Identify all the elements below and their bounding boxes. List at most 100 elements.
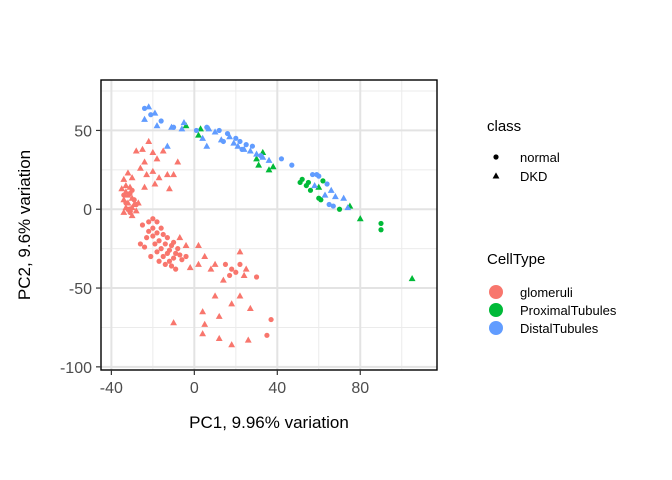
point-glomeruli-normal <box>154 230 160 236</box>
point-glomeruli-dkd <box>139 145 146 152</box>
point-distaltubules-dkd <box>178 125 186 132</box>
point-glomeruli-normal <box>137 241 144 247</box>
point-glomeruli-dkd <box>143 170 151 178</box>
point-distaltubules-dkd <box>321 191 329 198</box>
point-proximaltubules-dkd <box>255 161 263 168</box>
point-distaltubules-dkd <box>203 142 211 149</box>
point-glomeruli-dkd <box>163 170 171 178</box>
point-glomeruli-normal <box>141 244 148 250</box>
point-glomeruli-dkd <box>151 180 159 187</box>
point-distaltubules-dkd <box>344 204 352 211</box>
point-glomeruli-normal <box>156 238 162 244</box>
point-distaltubules-dkd <box>246 147 254 154</box>
point-distaltubules-normal <box>258 153 264 159</box>
legend-label-distaltubules: DistalTubules <box>520 321 599 336</box>
y-tick-label: 0 <box>83 202 92 219</box>
point-glomeruli-dkd <box>118 185 126 192</box>
legend-key-glomeruli <box>489 285 503 299</box>
point-proximaltubules-dkd <box>356 215 364 222</box>
point-distaltubules-normal <box>141 105 148 111</box>
point-glomeruli-dkd <box>228 300 236 307</box>
point-glomeruli-normal <box>173 250 179 256</box>
point-distaltubules-normal <box>233 135 239 141</box>
point-glomeruli-normal <box>158 225 164 231</box>
point-glomeruli-normal <box>131 197 137 203</box>
point-glomeruli-normal <box>160 231 166 238</box>
point-glomeruli-normal <box>164 235 170 241</box>
point-glomeruli-dkd <box>211 260 219 267</box>
point-glomeruli-normal <box>139 222 146 228</box>
point-distaltubules-dkd <box>141 115 148 122</box>
point-distaltubules-normal <box>314 171 320 178</box>
y-tick-label: -100 <box>60 360 92 377</box>
point-glomeruli-normal <box>237 261 243 268</box>
point-proximaltubules-dkd <box>269 163 277 170</box>
legend-key-proximaltubules <box>489 303 503 317</box>
point-glomeruli-dkd <box>132 207 140 214</box>
point-glomeruli-normal <box>154 219 160 225</box>
point-glomeruli-normal <box>226 272 233 279</box>
x-tick-label: 80 <box>351 380 369 397</box>
point-proximaltubules-dkd <box>265 166 273 173</box>
point-distaltubules-normal <box>289 162 295 168</box>
point-proximaltubules-dkd <box>315 183 323 190</box>
point-glomeruli-dkd <box>155 174 163 181</box>
point-glomeruli-normal <box>150 225 156 231</box>
point-distaltubules-normal <box>216 127 222 134</box>
point-glomeruli-dkd <box>149 148 157 156</box>
point-distaltubules-dkd <box>340 194 348 201</box>
point-glomeruli-dkd <box>236 248 244 255</box>
point-distaltubules-dkd <box>226 133 234 140</box>
point-glomeruli-normal <box>179 257 185 263</box>
y-tick-label: 50 <box>74 123 92 140</box>
legend-label-normal: normal <box>520 150 560 165</box>
axis-ticks: -40 0 40 80 50 0 -50 -100 <box>60 123 369 397</box>
point-glomeruli-dkd <box>145 137 153 144</box>
point-distaltubules-dkd <box>199 134 207 141</box>
point-glomeruli-normal <box>150 216 156 222</box>
point-distaltubules-normal <box>224 130 231 137</box>
point-proximaltubules-normal <box>307 187 314 193</box>
point-glomeruli-dkd <box>244 336 252 343</box>
point-glomeruli-dkd <box>141 183 148 190</box>
point-glomeruli-dkd <box>215 312 223 319</box>
y-axis-title: PC2, 9.6% variation <box>15 150 34 300</box>
point-glomeruli-normal <box>168 263 175 269</box>
point-distaltubules-normal <box>249 143 256 149</box>
point-glomeruli-normal <box>162 261 168 268</box>
point-glomeruli-normal <box>144 235 150 241</box>
point-glomeruli-dkd <box>240 271 248 278</box>
point-glomeruli-dkd <box>215 334 223 341</box>
point-glomeruli-dkd <box>141 158 148 165</box>
point-glomeruli-normal <box>253 274 260 280</box>
point-glomeruli-normal <box>152 241 158 247</box>
point-glomeruli-dkd <box>176 234 184 241</box>
point-distaltubules-normal <box>220 138 226 145</box>
point-glomeruli-dkd <box>170 319 178 326</box>
point-distaltubules-normal <box>330 203 336 209</box>
point-proximaltubules-normal <box>297 179 303 186</box>
data-points <box>118 103 416 348</box>
point-glomeruli-dkd <box>207 265 215 272</box>
point-distaltubules-normal <box>324 181 330 187</box>
point-glomeruli-dkd <box>128 174 136 181</box>
point-glomeruli-normal <box>229 266 235 272</box>
point-glomeruli-dkd <box>136 164 144 171</box>
point-distaltubules-dkd <box>180 118 188 126</box>
panel-background <box>101 80 437 370</box>
point-distaltubules-normal <box>193 127 200 134</box>
point-glomeruli-normal <box>127 209 133 215</box>
point-glomeruli-dkd <box>170 170 178 178</box>
point-glomeruli-normal <box>233 269 239 275</box>
point-glomeruli-normal <box>146 228 152 234</box>
point-glomeruli-normal <box>164 250 170 256</box>
point-glomeruli-normal <box>150 233 156 239</box>
point-proximaltubules-normal <box>318 197 324 203</box>
grid-lines <box>101 80 437 370</box>
point-distaltubules-normal <box>204 124 210 130</box>
point-glomeruli-normal <box>162 241 168 247</box>
panel-border <box>100 79 438 371</box>
legend-label-glomeruli: glomeruli <box>520 285 573 300</box>
y-tick-label: -50 <box>69 281 92 298</box>
